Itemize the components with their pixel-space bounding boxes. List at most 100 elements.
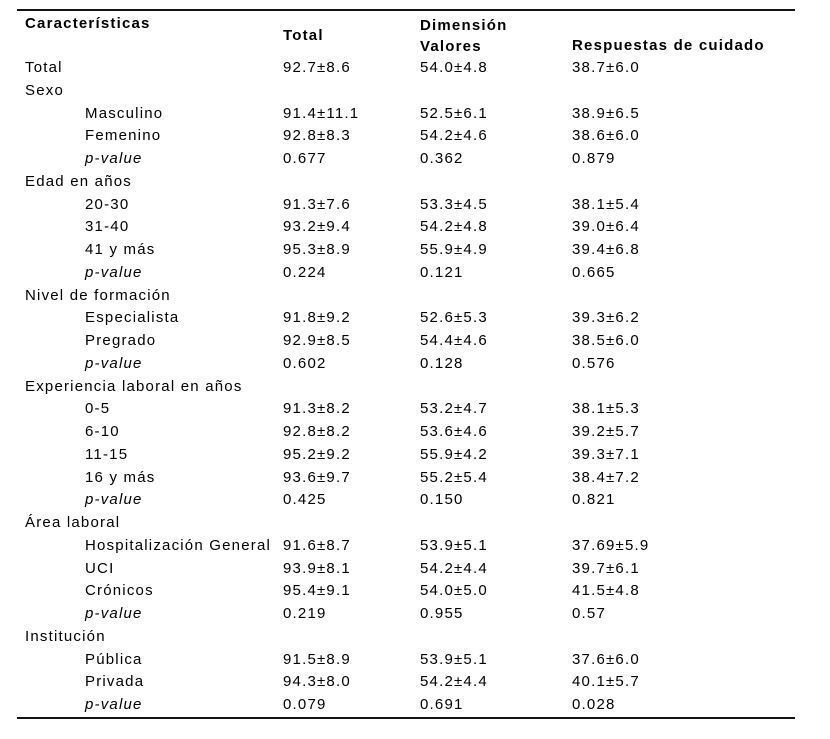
cell-valores — [420, 376, 572, 399]
cell-respuestas — [572, 171, 795, 194]
cell-total — [283, 171, 420, 194]
cell-total: 95.2±9.2 — [283, 445, 351, 463]
cell-total: 0.224 — [283, 263, 327, 281]
row-label: 20-30 — [85, 195, 130, 213]
data-row: UCI 93.9±8.1 54.2±4.4 39.7±6.1 — [17, 558, 795, 581]
cell-total — [283, 285, 420, 308]
cell-total: 0.219 — [283, 605, 327, 622]
data-row: Privada 94.3±8.0 54.2±4.4 40.1±5.7 — [17, 671, 795, 694]
row-label: 41 y más — [85, 241, 156, 258]
header-respuestas-de-cuidado: Respuestas de cuidado — [572, 37, 765, 54]
cell-total: 91.5±8.9 — [283, 650, 351, 668]
pvalue-row: p-value 0.219 0.955 0.57 — [17, 603, 795, 626]
cell-respuestas: 38.7±6.0 — [572, 59, 640, 76]
cell-respuestas — [572, 512, 795, 535]
row-label: p-value — [85, 354, 143, 372]
row-label: Sexo — [25, 81, 64, 99]
cell-total — [283, 376, 420, 399]
cell-valores: 54.2±4.4 — [420, 559, 488, 577]
row-label: Crónicos — [85, 582, 154, 600]
cell-valores: 53.3±4.5 — [420, 195, 488, 213]
cell-respuestas: 39.3±6.2 — [572, 309, 640, 327]
cell-valores: 53.2±4.7 — [420, 400, 488, 418]
cell-total: 0.677 — [283, 150, 327, 167]
row-label: Área laboral — [25, 514, 121, 531]
data-row: 31-40 93.2±9.4 54.2±4.8 39.0±6.4 — [17, 216, 795, 239]
cell-total: 93.6±9.7 — [283, 468, 351, 486]
cell-valores — [420, 285, 572, 308]
row-label: 16 y más — [85, 468, 156, 486]
cell-respuestas: 39.3±7.1 — [572, 445, 640, 463]
row-label: Privada — [85, 673, 145, 691]
header-dimension-line1: Dimensión — [420, 17, 508, 34]
cell-valores: 0.362 — [420, 150, 464, 167]
cell-valores: 55.2±5.4 — [420, 468, 488, 486]
cell-total — [283, 626, 420, 649]
pvalue-row: p-value 0.079 0.691 0.028 — [17, 694, 795, 718]
row-label: Hospitalización General — [85, 536, 272, 554]
row-label: Femenino — [85, 127, 162, 145]
cell-valores — [420, 512, 572, 535]
section-row: Área laboral — [17, 512, 795, 535]
data-row: Pregrado 92.9±8.5 54.4±4.6 38.5±6.0 — [17, 330, 795, 353]
row-label: 0-5 — [85, 400, 111, 418]
pvalue-row: p-value 0.224 0.121 0.665 — [17, 262, 795, 285]
cell-respuestas: 41.5±4.8 — [572, 582, 640, 600]
cell-valores: 0.150 — [420, 491, 464, 509]
cell-valores: 55.9±4.2 — [420, 445, 488, 463]
cell-valores: 55.9±4.9 — [420, 241, 488, 258]
cell-respuestas — [572, 626, 795, 649]
section-row: Experiencia laboral en años — [17, 376, 795, 399]
data-row: Total 92.7±8.6 54.0±4.8 38.7±6.0 — [17, 57, 795, 80]
cell-valores: 53.9±5.1 — [420, 536, 488, 554]
row-label: Edad en años — [25, 172, 132, 190]
cell-total: 0.602 — [283, 354, 327, 372]
row-label: p-value — [85, 263, 143, 281]
cell-total — [283, 512, 420, 535]
row-label: Especialista — [85, 309, 180, 327]
cell-total: 93.9±8.1 — [283, 559, 351, 577]
cell-total: 91.8±9.2 — [283, 309, 351, 327]
cell-total: 91.3±7.6 — [283, 195, 351, 213]
row-label: UCI — [85, 559, 115, 577]
row-label: p-value — [85, 696, 143, 713]
cell-valores — [420, 171, 572, 194]
section-row: Institución — [17, 626, 795, 649]
data-row: 0-5 91.3±8.2 53.2±4.7 38.1±5.3 — [17, 398, 795, 421]
row-label: 11-15 — [85, 445, 129, 463]
table-header: Características Total Dimensión Valores … — [17, 10, 795, 57]
header-caracteristicas: Características — [25, 15, 151, 32]
cell-valores: 0.955 — [420, 605, 464, 622]
row-label: 31-40 — [85, 218, 130, 236]
cell-respuestas: 38.1±5.4 — [572, 195, 640, 213]
cell-valores: 53.9±5.1 — [420, 650, 488, 668]
data-row: Hospitalización General 91.6±8.7 53.9±5.1 3… — [17, 535, 795, 558]
data-row: 11-15 95.2±9.2 55.9±4.2 39.3±7.1 — [17, 444, 795, 467]
cell-respuestas: 0.821 — [572, 491, 616, 509]
cell-total: 91.4±11.1 — [283, 104, 360, 122]
cell-respuestas: 0.879 — [572, 150, 616, 167]
cell-valores — [420, 80, 572, 103]
cell-respuestas: 0.57 — [572, 605, 606, 622]
cell-respuestas — [572, 376, 795, 399]
cell-valores: 54.0±4.8 — [420, 59, 488, 76]
cell-valores: 0.121 — [420, 263, 464, 281]
characteristics-table: Características Total Dimensión Valores … — [17, 9, 795, 719]
header-dimension-line2: Valores — [420, 38, 482, 55]
cell-respuestas: 40.1±5.7 — [572, 673, 640, 691]
header-dimension-valores: Dimensión Valores — [420, 10, 572, 57]
cell-valores: 54.4±4.6 — [420, 332, 488, 349]
cell-valores: 52.5±6.1 — [420, 104, 488, 122]
table-body: Total 92.7±8.6 54.0±4.8 38.7±6.0 Sexo Masculi… — [17, 57, 795, 718]
header-row: Características Total Dimensión Valores … — [17, 10, 795, 57]
row-label: Masculino — [85, 104, 164, 122]
cell-respuestas: 39.2±5.7 — [572, 423, 640, 440]
cell-respuestas: 0.028 — [572, 696, 616, 713]
data-row: 16 y más 93.6±9.7 55.2±5.4 38.4±7.2 — [17, 467, 795, 490]
row-label: Nivel de formación — [25, 286, 171, 304]
data-row: Femenino 92.8±8.3 54.2±4.6 38.6±6.0 — [17, 125, 795, 148]
cell-valores: 54.2±4.4 — [420, 673, 488, 691]
cell-respuestas: 0.665 — [572, 263, 616, 281]
cell-valores: 54.2±4.8 — [420, 218, 488, 236]
cell-valores — [420, 626, 572, 649]
